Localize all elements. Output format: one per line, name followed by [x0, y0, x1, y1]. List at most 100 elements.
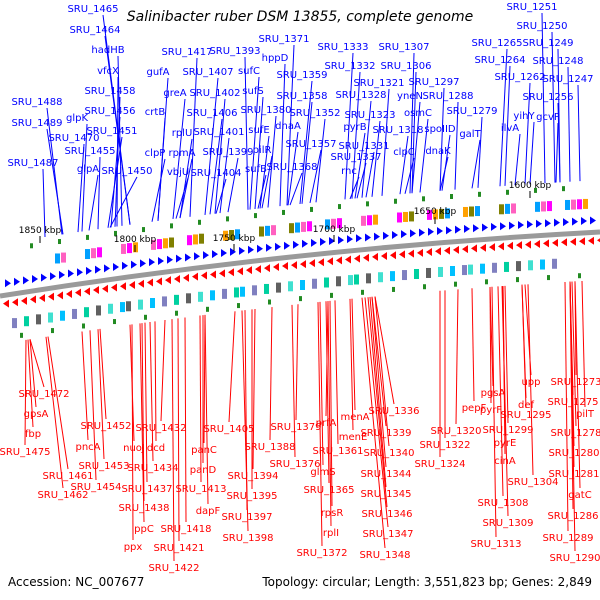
reverse-gene-label[interactable]: SRU_1347	[362, 529, 413, 540]
forward-gene-label[interactable]: SRU_1250	[516, 21, 567, 32]
forward-gene-label[interactable]: rpmA	[168, 148, 195, 159]
forward-gene-label[interactable]: osmC	[404, 108, 432, 119]
forward-gene-label[interactable]: SRU_1401	[193, 127, 244, 138]
forward-gene-label[interactable]: glpA	[77, 164, 99, 175]
forward-gene-label[interactable]: SRU_1247	[542, 74, 593, 85]
reverse-gene-label[interactable]: SRU_1345	[360, 489, 411, 500]
reverse-gene-label[interactable]: SRU_1472	[18, 389, 69, 400]
forward-gene-label[interactable]: SRU_1288	[422, 91, 473, 102]
forward-gene-label[interactable]: SRU_1371	[258, 34, 309, 45]
reverse-gene-label[interactable]: pilT	[576, 409, 595, 420]
reverse-gene-label[interactable]: SRU_1376	[269, 459, 320, 470]
forward-gene-label[interactable]: yihY	[513, 111, 535, 122]
forward-gene-label[interactable]: SRU_1256	[522, 92, 573, 103]
reverse-gene-label[interactable]: SRU_1304	[507, 477, 558, 488]
forward-gene-label[interactable]: hadHB	[91, 45, 124, 56]
reverse-gene-label[interactable]: SRU_1336	[368, 406, 419, 417]
forward-gene-label[interactable]: hppD	[262, 53, 289, 64]
reverse-gene-label[interactable]: SRU_1397	[221, 512, 272, 523]
reverse-gene-label[interactable]: nuoJ	[123, 443, 145, 454]
forward-gene-label[interactable]: greA	[163, 88, 186, 99]
forward-gene-label[interactable]: SRU_1251	[506, 2, 557, 13]
forward-gene-label[interactable]: SRU_1417	[161, 47, 212, 58]
forward-gene-label[interactable]: SRU_1331	[338, 141, 389, 152]
forward-gene-label[interactable]: sufC	[238, 66, 260, 77]
forward-gene-label[interactable]: SRU_1404	[190, 168, 241, 179]
forward-gene-label[interactable]: SRU_1333	[317, 42, 368, 53]
forward-gene-label[interactable]: SRU_1368	[266, 162, 317, 173]
reverse-gene-label[interactable]: panC	[191, 445, 217, 456]
reverse-gene-label[interactable]: SRU_1452	[80, 421, 131, 432]
forward-gene-label[interactable]: SRU_1393	[209, 46, 260, 57]
reverse-gene-label[interactable]: SRU_1273	[550, 377, 600, 388]
forward-gene-label[interactable]: SRU_1406	[186, 108, 237, 119]
forward-gene-label[interactable]: SRU_1487	[7, 158, 58, 169]
forward-gene-label[interactable]: SRU_1488	[11, 97, 62, 108]
reverse-gene-label[interactable]: SRU_1295	[500, 410, 551, 421]
reverse-gene-label[interactable]: menA	[340, 412, 369, 423]
reverse-gene-label[interactable]: SRU_1395	[226, 491, 277, 502]
reverse-gene-label[interactable]: SRU_1453	[78, 461, 129, 472]
reverse-gene-label[interactable]: SRU_1340	[363, 448, 414, 459]
reverse-gene-label[interactable]: gpsA	[24, 409, 49, 420]
forward-gene-label[interactable]: SRU_1323	[344, 110, 395, 121]
reverse-gene-label[interactable]: SRU_1278	[550, 428, 600, 439]
forward-gene-label[interactable]: clpP	[145, 148, 166, 159]
reverse-gene-label[interactable]: glmS	[310, 467, 335, 478]
reverse-gene-label[interactable]: SRU_1348	[359, 550, 410, 561]
forward-gene-label[interactable]: SRU_1264	[474, 55, 525, 66]
forward-gene-label[interactable]: rplU	[172, 128, 193, 139]
reverse-gene-label[interactable]: SRU_1379	[270, 422, 321, 433]
reverse-gene-label[interactable]: SRU_1281	[548, 469, 599, 480]
reverse-gene-label[interactable]: menE	[339, 432, 368, 443]
reverse-gene-label[interactable]: SRU_1418	[160, 524, 211, 535]
forward-gene-label[interactable]: SRU_1470	[48, 133, 99, 144]
forward-gene-label[interactable]: SRU_1359	[276, 70, 327, 81]
reverse-gene-label[interactable]: SRU_1394	[227, 471, 278, 482]
forward-gene-label[interactable]: gcvP	[536, 112, 560, 123]
forward-gene-label[interactable]: gufA	[146, 67, 169, 78]
forward-gene-label[interactable]: SRU_1328	[335, 90, 386, 101]
reverse-gene-label[interactable]: pyrE	[494, 438, 517, 449]
forward-gene-label[interactable]: SRU_1306	[380, 61, 431, 72]
forward-gene-label[interactable]: ilvA	[501, 123, 519, 134]
forward-gene-label[interactable]: sufE	[248, 125, 269, 136]
reverse-gene-label[interactable]: SRU_1398	[222, 533, 273, 544]
reverse-gene-label[interactable]: def	[518, 400, 535, 411]
reverse-gene-label[interactable]: SRU_1365	[303, 485, 354, 496]
forward-gene-label[interactable]: rnc	[341, 166, 357, 177]
reverse-gene-label[interactable]: SRU_1454	[70, 482, 121, 493]
forward-gene-label[interactable]: SRU_1458	[84, 86, 135, 97]
forward-gene-label[interactable]: SRU_1262	[494, 72, 545, 83]
reverse-gene-label[interactable]: rpsR	[321, 508, 344, 519]
reverse-gene-label[interactable]: rplI	[323, 528, 339, 539]
reverse-gene-label[interactable]: SRU_1462	[37, 490, 88, 501]
reverse-gene-label[interactable]: upp	[521, 377, 540, 388]
forward-gene-label[interactable]: SRU_1279	[446, 106, 497, 117]
forward-gene-label[interactable]: SRU_1352	[289, 108, 340, 119]
reverse-gene-label[interactable]: SRU_1324	[414, 459, 465, 470]
reverse-gene-label[interactable]: SRU_1289	[542, 533, 593, 544]
forward-gene-label[interactable]: vfcX	[97, 66, 119, 77]
reverse-gene-label[interactable]: SRU_1290	[549, 553, 600, 564]
reverse-gene-label[interactable]: SRU_1344	[360, 469, 411, 480]
reverse-gene-label[interactable]: SRU_1432	[135, 423, 186, 434]
reverse-gene-label[interactable]: SRU_1475	[0, 447, 51, 458]
reverse-gene-label[interactable]: pgsA	[481, 388, 506, 399]
reverse-gene-label[interactable]: SRU_1388	[244, 442, 295, 453]
reverse-gene-label[interactable]: ppx	[124, 542, 143, 553]
reverse-gene-label[interactable]: SRU_1434	[127, 463, 178, 474]
forward-gene-label[interactable]: SRU_1297	[408, 77, 459, 88]
reverse-gene-label[interactable]: dapF	[196, 506, 221, 517]
reverse-gene-label[interactable]: SRU_1308	[477, 498, 528, 509]
forward-gene-label[interactable]: SRU_1464	[69, 25, 120, 36]
reverse-gene-label[interactable]: SRU_1280	[548, 448, 599, 459]
forward-gene-label[interactable]: SRU_1332	[324, 61, 375, 72]
reverse-gene-label[interactable]: SRU_1461	[42, 471, 93, 482]
reverse-gene-label[interactable]: SRU_1299	[482, 425, 533, 436]
reverse-gene-label[interactable]: SRU_1275	[547, 397, 598, 408]
forward-gene-label[interactable]: SRU_1358	[276, 91, 327, 102]
reverse-gene-label[interactable]: panD	[190, 465, 217, 476]
reverse-gene-label[interactable]: SRU_1438	[118, 503, 169, 514]
reverse-gene-label[interactable]: SRU_1320	[430, 426, 481, 437]
